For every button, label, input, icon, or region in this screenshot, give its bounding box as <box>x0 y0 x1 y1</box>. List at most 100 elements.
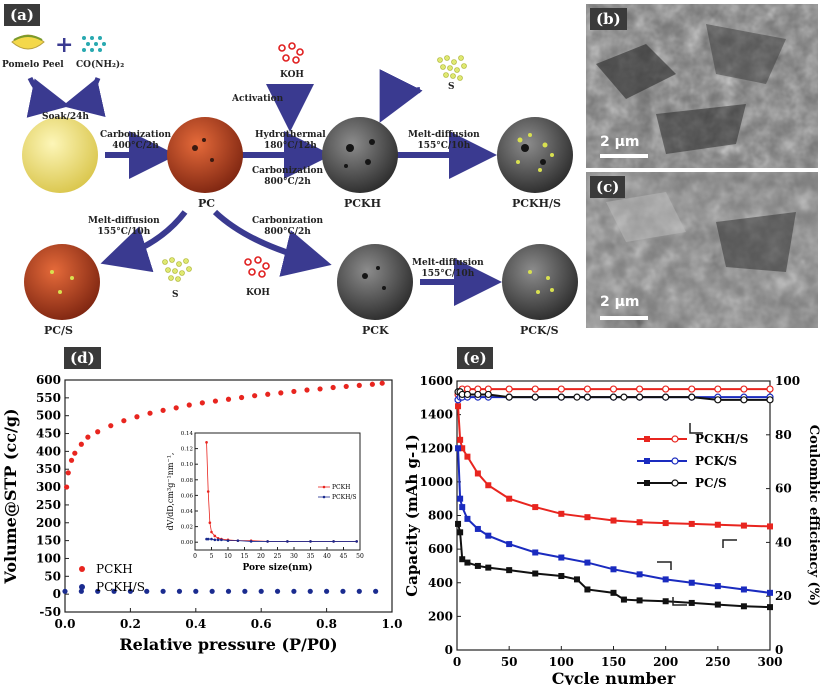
data-point <box>369 381 375 387</box>
capacity-point <box>662 576 669 583</box>
inset-x-tick-label: 50 <box>356 553 364 560</box>
capacity-point <box>584 559 591 566</box>
ce-point <box>766 396 774 404</box>
data-point <box>291 588 297 594</box>
capacity-point <box>662 598 669 605</box>
capacity-point <box>474 525 481 532</box>
x-tick-label: 0.0 <box>55 617 76 631</box>
data-point <box>304 387 310 393</box>
ce-point <box>609 393 618 401</box>
legend-marker <box>644 436 650 442</box>
legend-label: PCKH/S <box>695 432 748 446</box>
capacity-point <box>457 529 464 536</box>
koh-icon-bottom <box>244 256 270 278</box>
y-tick-label: 550 <box>36 391 61 405</box>
data-point <box>209 588 215 594</box>
panel-label-b: (b) <box>590 8 627 30</box>
ce-point <box>635 393 644 401</box>
cycling-plot: 0200400600800100012001400160002040608010… <box>403 374 821 688</box>
label-pckh: PCKH <box>344 197 381 210</box>
capacity-point <box>714 583 721 590</box>
data-point <box>95 429 101 435</box>
koh-icon-top <box>278 42 304 64</box>
y-tick-label: 1600 <box>420 374 453 388</box>
data-point <box>356 382 362 388</box>
scale-bar-c: 2 μm <box>600 294 640 310</box>
legend-marker <box>644 480 650 486</box>
label-pck-s: PCK/S <box>520 324 559 337</box>
plot-frame <box>456 380 771 651</box>
label-melt2: Melt-diffusion 155°C/10h <box>88 216 160 237</box>
y-tick-label: 1200 <box>420 441 453 455</box>
inset-data-point <box>355 540 359 543</box>
capacity-point <box>740 603 747 610</box>
data-point <box>108 423 114 429</box>
inset-data-point <box>208 521 212 524</box>
label-carb3: Carbonization 800°C/2h <box>252 216 324 237</box>
inset-y-tick-label: 0.10 <box>181 462 194 468</box>
panel-label-a: (a) <box>4 4 40 26</box>
x-tick-label: 0.2 <box>120 617 141 631</box>
data-point <box>307 588 313 594</box>
capacity-point <box>688 520 695 527</box>
arrow-left-axis <box>722 539 737 548</box>
ce-point <box>688 385 696 393</box>
legend-marker <box>671 457 679 465</box>
ce-point <box>583 385 592 393</box>
inset-y-axis-label: dV/dD,cm³g⁻¹nm⁻¹, <box>166 453 175 531</box>
ce-point <box>557 385 565 393</box>
data-point <box>356 588 362 594</box>
ce-point <box>740 385 748 393</box>
x-tick-label: 200 <box>653 655 678 669</box>
data-point <box>64 484 70 490</box>
inset-data-point <box>249 540 253 543</box>
data-point <box>373 588 379 594</box>
capacity-point <box>584 586 591 593</box>
inset-data-point <box>205 441 208 444</box>
legend-label: PC/S <box>695 476 727 490</box>
label-carb2: Carbonization 800°C/2h <box>252 166 324 187</box>
capacity-point <box>636 597 643 604</box>
inset-data-point <box>206 537 210 541</box>
data-point <box>317 386 323 392</box>
y-tick-label: 600 <box>428 542 453 556</box>
legend-label: PCK/S <box>695 454 737 468</box>
inset-y-tick-label: 0.14 <box>181 431 194 437</box>
capacity-point <box>740 586 747 593</box>
data-point <box>78 588 84 594</box>
data-point <box>238 394 245 401</box>
inset-data-point <box>309 540 312 543</box>
arrow-right-axis <box>689 423 703 434</box>
data-point <box>95 588 101 594</box>
data-point <box>265 391 271 397</box>
ce-point <box>766 385 774 393</box>
ce-point <box>662 385 670 393</box>
data-point <box>193 588 199 594</box>
data-point <box>62 588 68 594</box>
data-point <box>111 588 117 594</box>
x-tick-label: 0 <box>453 655 461 669</box>
x-axis-label: Relative pressure (P/P0) <box>119 635 337 654</box>
capacity-point <box>506 495 513 502</box>
series-pckh-s <box>62 588 379 594</box>
x-axis-label: Cycle number <box>552 669 676 685</box>
inset-y-tick-label: 0.06 <box>181 493 194 499</box>
capacity-point <box>457 436 464 443</box>
label-koh-bottom: KOH <box>246 288 270 298</box>
data-point <box>121 418 127 424</box>
y-tick-label: 600 <box>36 373 61 387</box>
sem-image-c: (c) 2 μm <box>586 172 818 328</box>
capacity-point <box>714 521 721 528</box>
data-point <box>258 588 264 594</box>
data-point <box>225 588 232 594</box>
inset-legend-marker <box>322 485 326 489</box>
ce-point <box>609 385 618 393</box>
capacity-point <box>584 514 591 521</box>
ce-point <box>505 385 513 393</box>
label-koh-top: KOH <box>280 70 304 80</box>
pckh-s-sphere <box>497 117 573 193</box>
capacity-point <box>740 522 747 529</box>
cycling-chart: 0 200 400 600 800 1000 1200 1400 1600 0 20 40 60 80 10… <box>403 345 835 688</box>
pck-sphere <box>337 244 413 320</box>
urea-molecule-icon <box>82 36 106 52</box>
